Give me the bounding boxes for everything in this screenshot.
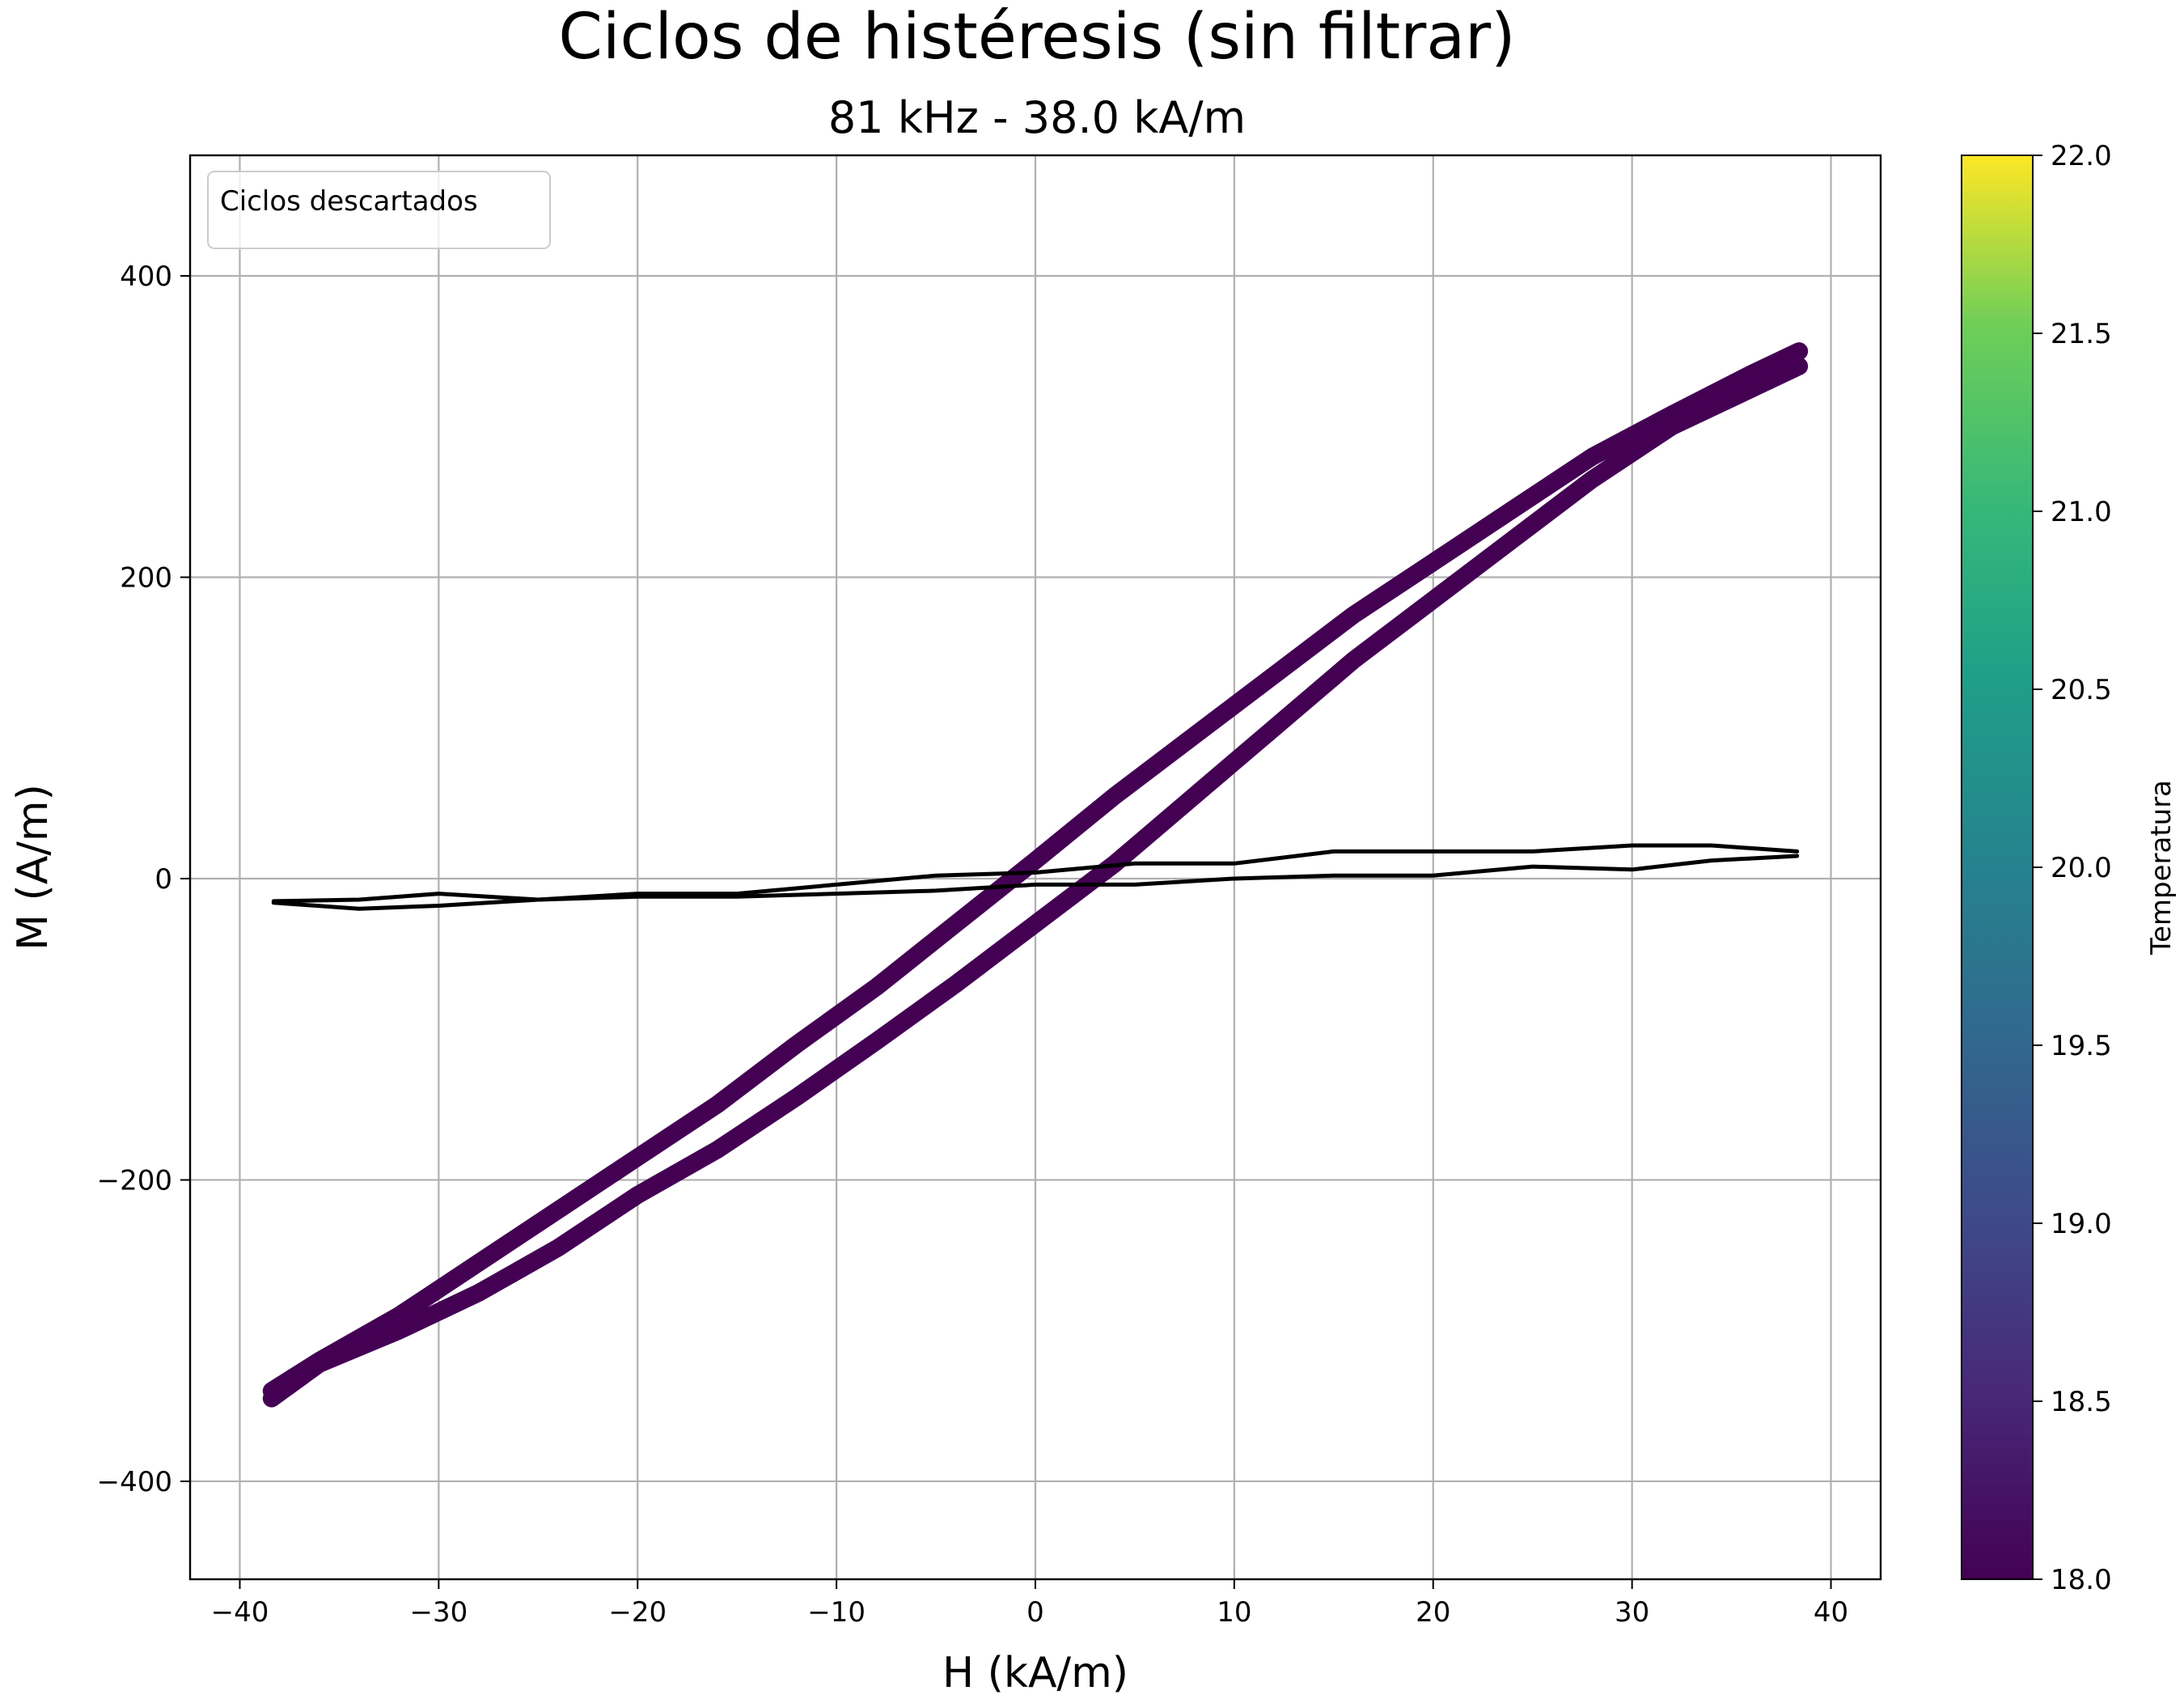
x-tick-label: −30: [409, 1596, 468, 1629]
y-tick-label: −200: [97, 1164, 172, 1197]
colorbar-tick-label: 18.0: [2051, 1564, 2112, 1596]
legend-title: Ciclos descartados: [220, 185, 478, 218]
x-tick-label: −20: [608, 1596, 667, 1629]
x-tick-label: 0: [1026, 1596, 1044, 1629]
legend-box: [207, 171, 551, 249]
discarded-cycle-branch-lower: [271, 854, 1800, 911]
colorbar-ticks: 18.0 18.5 19.0 19.5 20.0 20.5 21.0 21.5 22.0: [2033, 140, 2112, 1596]
colorbar-label: Temperatura: [2145, 780, 2178, 955]
colorbar-tick-label: 18.5: [2051, 1386, 2112, 1418]
x-tick-label: 30: [1615, 1596, 1649, 1629]
y-tick-label: 200: [120, 561, 172, 594]
x-tick-label: −40: [211, 1596, 269, 1629]
colorbar-tick-label: 22.0: [2051, 140, 2112, 172]
x-tick-label: 20: [1416, 1596, 1450, 1629]
hysteresis-branch-upper: [262, 342, 1809, 1400]
legend: Ciclos descartados: [207, 171, 551, 249]
colorbar-tick-label: 20.0: [2051, 852, 2112, 884]
x-axis-ticks: −40 −30 −20 −10 0 10 20 30 40: [211, 1579, 1848, 1629]
hysteresis-branch-lower: [262, 357, 1809, 1408]
x-tick-label: 40: [1814, 1596, 1848, 1629]
colorbar: 18.0 18.5 19.0 19.5 20.0 20.5 21.0 21.5 22.0 Tem…: [1961, 140, 2178, 1596]
y-tick-label: −400: [97, 1466, 172, 1498]
x-tick-label: 10: [1217, 1596, 1251, 1629]
colorbar-tick-label: 20.5: [2051, 674, 2112, 706]
x-axis-label: H (kA/m): [942, 1649, 1128, 1697]
y-tick-label: 400: [120, 261, 172, 293]
y-axis-ticks: −400 −200 0 200 400: [97, 261, 190, 1498]
chart-subtitle: 81 kHz - 38.0 kA/m: [828, 92, 1246, 143]
x-tick-label: −10: [807, 1596, 866, 1629]
colorbar-tick-label: 19.0: [2051, 1208, 2112, 1240]
chart-title: Ciclos de histéresis (sin filtrar): [558, 1, 1515, 74]
colorbar-gradient: [1961, 155, 2034, 1580]
colorbar-tick-label: 19.5: [2051, 1030, 2112, 1062]
discarded-cycle-branch-upper: [271, 843, 1800, 904]
y-tick-label: 0: [154, 863, 172, 896]
colorbar-tick-label: 21.5: [2051, 318, 2112, 350]
series-layer: [262, 342, 1809, 1408]
y-axis-label: M (A/m): [9, 784, 57, 951]
colorbar-tick-label: 21.0: [2051, 496, 2112, 528]
